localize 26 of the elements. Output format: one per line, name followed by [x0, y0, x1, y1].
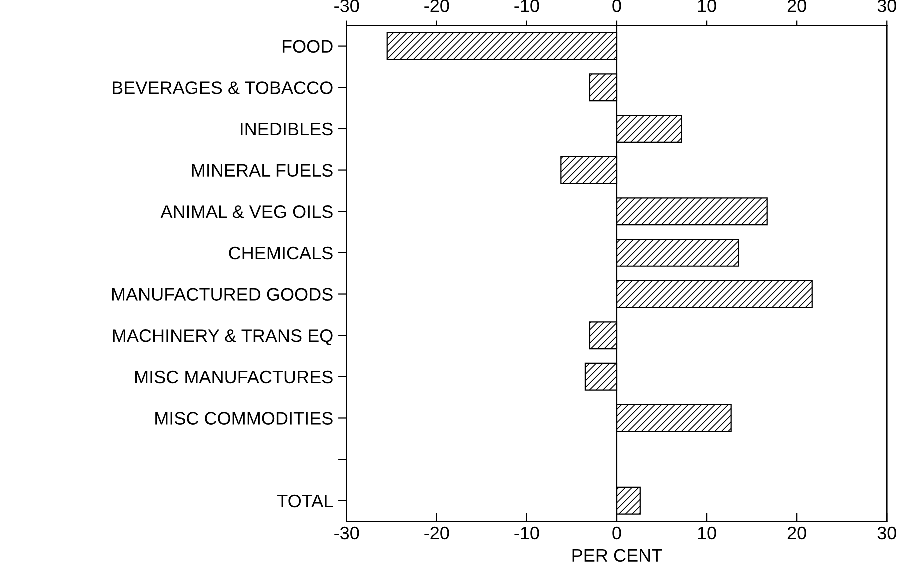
- y-tick-label: TOTAL: [278, 494, 334, 508]
- x2-tick-label: 20: [788, 0, 806, 12]
- x2-tick-label: -30: [334, 0, 360, 12]
- x2-tick-label: -20: [424, 0, 450, 12]
- y-tick-label: MANUFACTURED GOODS: [112, 288, 333, 301]
- y-tick-label: MISC MANUFACTURES: [136, 370, 333, 384]
- x2-tick-label: 10: [698, 0, 716, 12]
- x-tick-label: -10: [514, 526, 540, 540]
- x-tick-label: -20: [424, 526, 450, 540]
- x-axis-title: PER CENT: [572, 549, 662, 562]
- y-tick-label: MINERAL FUELS: [192, 164, 333, 178]
- x2-tick-label: -10: [514, 0, 540, 12]
- y-tick-label: CHEMICALS: [229, 246, 333, 260]
- x-tick-label: -30: [334, 526, 360, 540]
- x-tick-label: 0: [612, 526, 622, 540]
- y-tick-label: MISC COMMODITIES: [156, 412, 333, 425]
- y-tick-label: MACHINERY & TRANS EQ: [113, 330, 333, 346]
- y-tick-label: FOOD: [282, 40, 333, 54]
- y-tick-label: INEDIBLES: [241, 122, 333, 136]
- x-tick-label: 20: [788, 526, 806, 540]
- x-tick-label: 10: [698, 526, 716, 540]
- x2-tick-label: 0: [612, 0, 622, 12]
- x-tick-label: 30: [878, 526, 896, 540]
- x2-tick-label: 30: [878, 0, 896, 12]
- y-tick-label: ANIMAL & VEG OILS: [160, 206, 333, 218]
- y-tick-label: BEVERAGES & TOBACCO: [113, 82, 333, 94]
